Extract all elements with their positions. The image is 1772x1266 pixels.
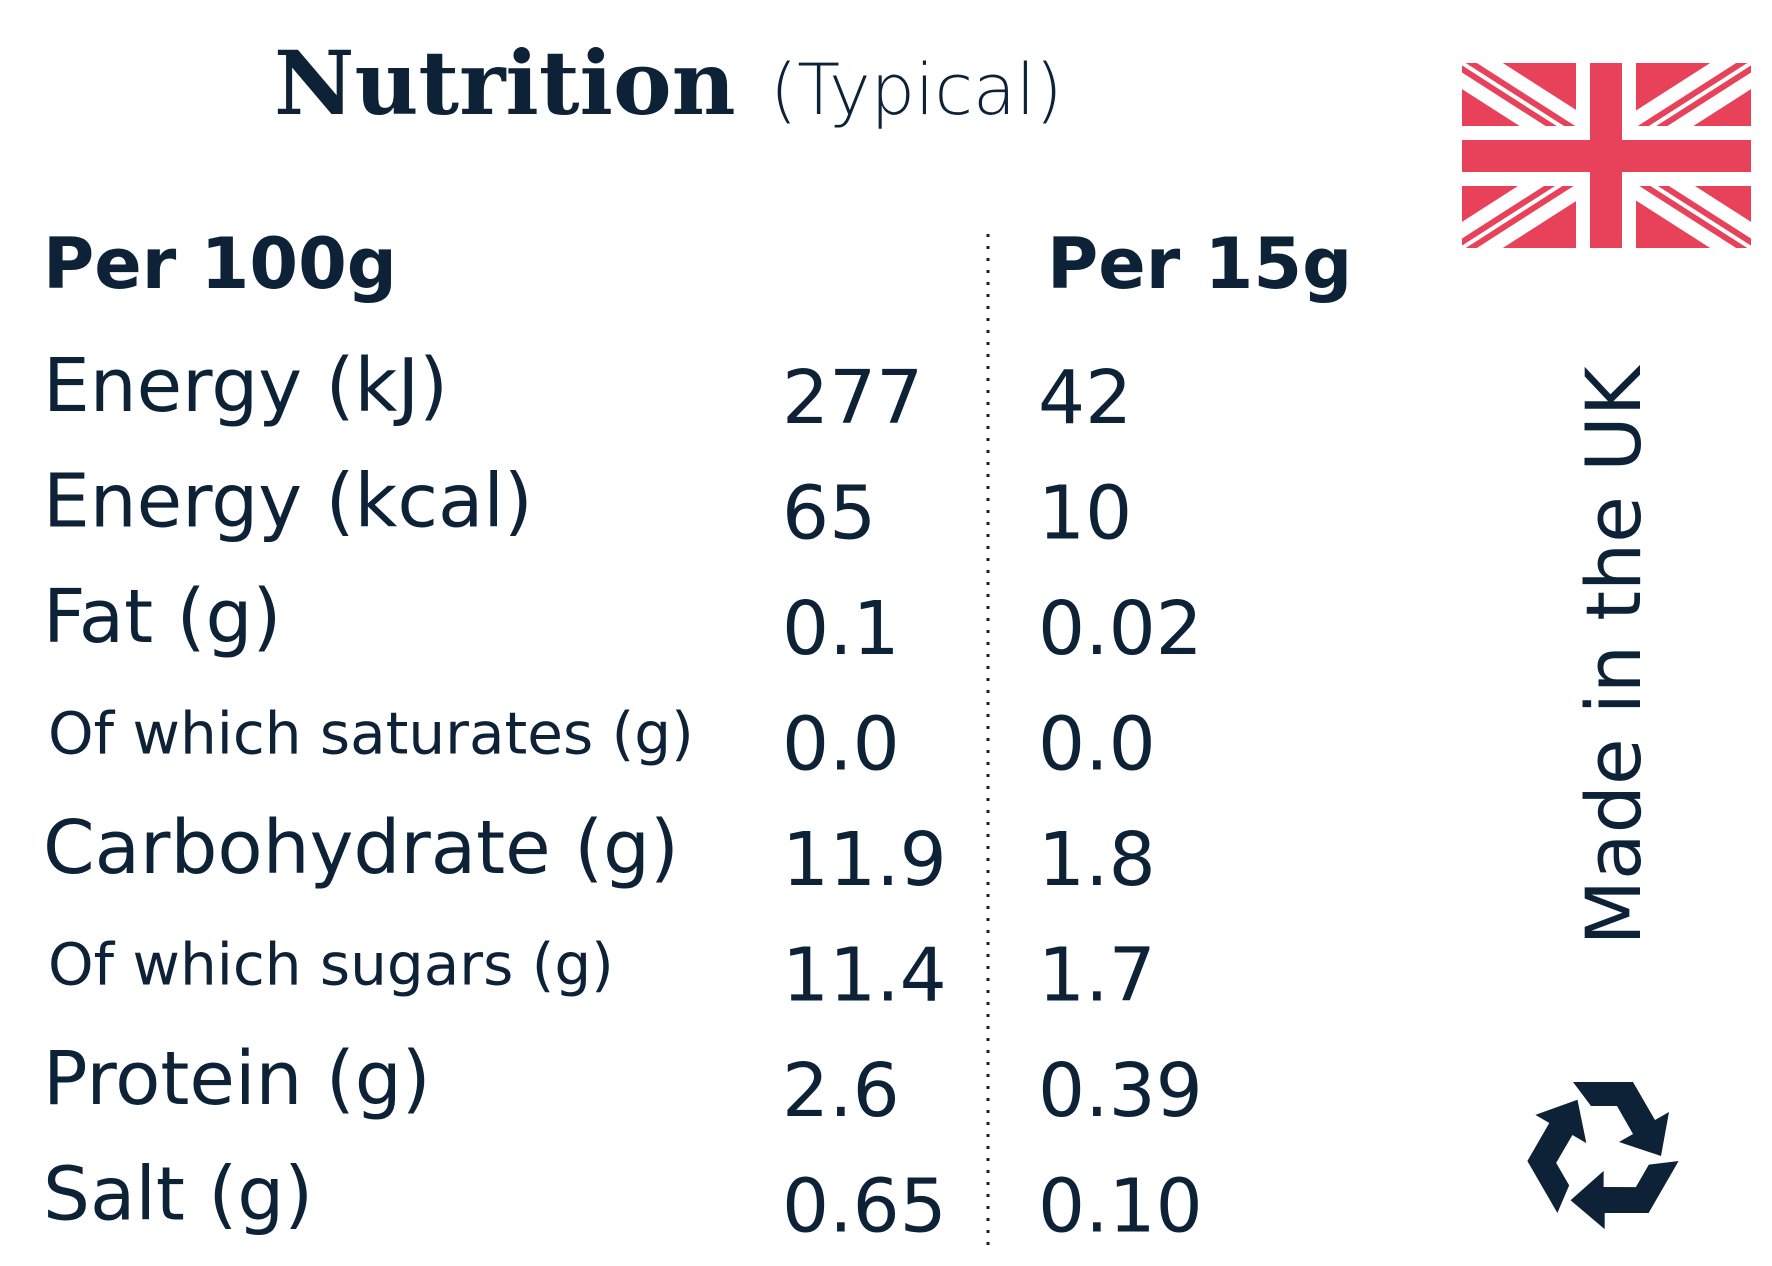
value-per-15g: 0.10 — [1038, 1164, 1203, 1250]
row-label: Of which saturates (g) — [48, 700, 694, 768]
title: Nutrition — [274, 31, 736, 135]
value-per-15g: 1.8 — [1038, 817, 1156, 903]
value-per-15g: 0.0 — [1038, 702, 1156, 788]
row-label: Energy (kJ) — [43, 343, 448, 429]
row-label: Of which sugars (g) — [48, 931, 614, 999]
row-label: Salt (g) — [43, 1152, 313, 1238]
row-label: Energy (kcal) — [43, 459, 533, 545]
recycle-icon — [1509, 1082, 1679, 1245]
uk-flag — [1462, 63, 1751, 248]
value-per-100g: 277 — [782, 355, 923, 441]
value-per-15g: 0.39 — [1038, 1048, 1203, 1134]
row-label: Protein (g) — [43, 1036, 431, 1122]
value-per-100g: 65 — [782, 471, 876, 557]
rows: Energy (kJ) 277 42 Energy (kcal) 65 10 Fat (g)… — [43, 343, 1203, 1250]
row-label: Carbohydrate (g) — [43, 805, 679, 891]
subtitle: (Typical) — [770, 49, 1063, 131]
column-header: Per 15g — [1047, 223, 1352, 305]
value-per-100g: 11.9 — [782, 817, 947, 903]
row-label: Fat (g) — [43, 574, 281, 660]
value-per-15g: 10 — [1038, 471, 1132, 557]
column-header: Per 100g — [43, 223, 397, 305]
value-per-100g: 2.6 — [782, 1048, 900, 1134]
value-per-15g: 1.7 — [1038, 933, 1156, 1019]
value-per-15g: 0.02 — [1038, 586, 1203, 672]
value-per-15g: 42 — [1038, 355, 1132, 441]
value-per-100g: 11.4 — [782, 933, 947, 1019]
value-per-100g: 0.0 — [782, 702, 900, 788]
origin-text: Made in the UK — [1569, 364, 1658, 945]
value-per-100g: 0.65 — [782, 1164, 947, 1250]
value-per-100g: 0.1 — [782, 586, 900, 672]
